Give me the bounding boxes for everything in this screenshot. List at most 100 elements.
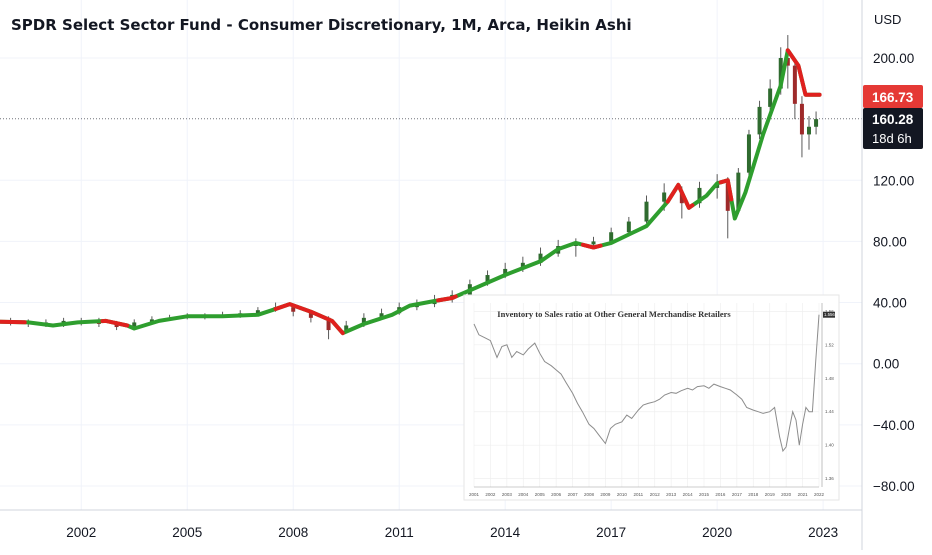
candle-body — [626, 221, 631, 233]
candle-body — [573, 244, 578, 246]
candle-body — [697, 187, 702, 204]
inset-chart: 2001 2002 2003 2004 2005 2006 2007 2008 2009 2010… — [463, 294, 840, 501]
candle-body — [361, 317, 366, 326]
candle-body — [255, 310, 260, 314]
y-tick-label: −40.00 — [873, 418, 915, 433]
trend-line-down — [0, 319, 27, 325]
candle-body — [757, 106, 762, 135]
trend-line-down — [100, 318, 130, 328]
candle-body — [379, 313, 384, 318]
candle-body — [644, 201, 649, 222]
trend-line-down — [665, 182, 695, 210]
inset-x-tick-label: 2006 — [551, 492, 562, 497]
inset-y-tick-label: 1.44 — [825, 409, 834, 414]
y-tick-label: 200.00 — [873, 51, 914, 66]
trend-line-down — [436, 294, 458, 303]
inset-x-tick-label: 2001 — [469, 492, 480, 497]
candle-body — [679, 192, 684, 204]
x-tick-label: 2014 — [490, 525, 521, 540]
inset-x-tick-label: 2020 — [781, 492, 792, 497]
candle-body — [662, 192, 667, 202]
x-tick-label: 2008 — [278, 525, 308, 540]
inset-x-tick-label: 2005 — [535, 492, 546, 497]
x-tick-label: 2011 — [385, 525, 414, 540]
y-tick-label: 0.00 — [873, 357, 899, 372]
candle-body — [132, 322, 137, 328]
inset-series-line — [473, 314, 820, 453]
candle-body — [799, 103, 804, 135]
candle-body — [785, 57, 790, 66]
candle-body — [591, 241, 596, 245]
candle-body — [344, 325, 349, 331]
countdown-label: 18d 6h — [872, 131, 912, 146]
y-tick-label: 80.00 — [873, 234, 907, 249]
y-tick-label: 120.00 — [873, 173, 914, 188]
inset-x-tick-label: 2015 — [699, 492, 710, 497]
x-tick-label: 2005 — [172, 525, 202, 540]
price-label-red: 166.73 — [872, 90, 914, 105]
price-label-black-bg — [863, 108, 923, 149]
inset-y-tick-label: 1.36 — [825, 476, 834, 481]
axes: 200.00 120.00 80.00 40.00 0.00 −40.00 −80.00 20… — [0, 0, 915, 550]
inset-x-tick-label: 2017 — [732, 492, 743, 497]
inset-last-value-badge — [823, 311, 835, 318]
inset-x-tick-label: 2011 — [633, 492, 643, 497]
candle-body — [308, 311, 313, 318]
inset-y-tick-label: 1.56 — [825, 309, 834, 314]
y-tick-label: 40.00 — [873, 296, 907, 311]
candle-body — [792, 65, 797, 104]
candle-body — [768, 88, 773, 107]
candle-body — [807, 126, 812, 135]
trend-line-down — [273, 302, 345, 336]
inset-y-tick-label: 1.52 — [825, 342, 834, 347]
inset-x-tick-label: 2010 — [617, 492, 628, 497]
trend-line-up — [0, 48, 822, 336]
inset-y-tick-label: 1.40 — [825, 443, 834, 448]
inset-last-value-label: 1.5566 — [824, 312, 838, 317]
candle-body — [814, 119, 819, 127]
x-tick-label: 2023 — [808, 525, 838, 540]
inset-x-tick-label: 2002 — [485, 492, 496, 497]
candle-body — [291, 307, 296, 312]
candle-body — [736, 172, 741, 211]
inset-x-tick-label: 2014 — [683, 492, 694, 497]
currency-label: USD — [874, 12, 901, 27]
inset-x-tick-label: 2008 — [584, 492, 595, 497]
inset-x-tick-label: 2019 — [765, 492, 776, 497]
inset-x-tick-label: 2022 — [814, 492, 825, 497]
candle-body — [609, 232, 614, 242]
candle-body — [485, 275, 490, 285]
x-tick-label: 2017 — [596, 525, 626, 540]
trend-line-down — [785, 48, 822, 97]
trend-line-down — [718, 178, 734, 202]
price-label-red-bg — [863, 85, 923, 108]
candle-body — [114, 323, 119, 328]
y-tick-label: −80.00 — [873, 479, 915, 494]
inset-x-tick-label: 2021 — [798, 492, 809, 497]
inset-x-tick-label: 2018 — [748, 492, 759, 497]
trend-line — [0, 48, 822, 336]
inset-x-tick-label: 2009 — [600, 492, 611, 497]
inset-y-tick-label: 1.48 — [825, 376, 834, 381]
candle-body — [746, 134, 751, 173]
x-tick-label: 2020 — [702, 525, 732, 540]
inset-x-tick-label: 2016 — [715, 492, 726, 497]
price-label-black: 160.28 — [872, 112, 914, 127]
chart-title: SPDR Select Sector Fund - Consumer Discr… — [11, 16, 632, 34]
candle-body — [725, 183, 730, 211]
candle-body — [520, 262, 525, 269]
candle-body — [538, 253, 543, 263]
trend-line-down — [580, 242, 603, 250]
candle-body — [778, 57, 783, 89]
candle-body — [149, 319, 154, 323]
inset-x-tick-label: 2013 — [666, 492, 677, 497]
inset-background — [463, 294, 840, 501]
candle-body — [503, 268, 508, 276]
candles — [8, 35, 819, 340]
x-tick-label: 2002 — [66, 525, 96, 540]
price-labels: 166.73 160.28 18d 6h — [863, 85, 923, 149]
inset-x-tick-label: 2004 — [518, 492, 529, 497]
candle-body — [326, 317, 331, 331]
inset-x-tick-label: 2012 — [650, 492, 661, 497]
